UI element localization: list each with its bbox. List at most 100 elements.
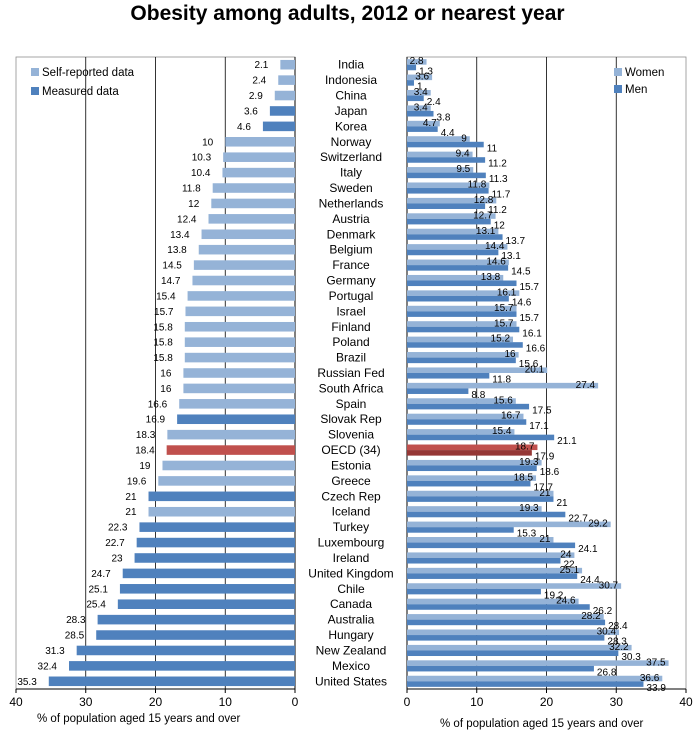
left-x-tick-label: 10 (219, 695, 233, 709)
left-bar-value-label: 15.8 (153, 322, 173, 333)
country-label: OECD (34) (321, 443, 380, 457)
women-value-label: 15.7 (494, 318, 514, 329)
left-bar (148, 506, 295, 517)
country-label: Poland (332, 335, 369, 349)
left-bar-value-label: 32.4 (38, 661, 58, 672)
men-value-label: 11.2 (488, 205, 507, 216)
men-bar (407, 234, 503, 240)
men-bar (407, 326, 520, 333)
women-value-label: 14.6 (486, 257, 506, 268)
women-bar (407, 552, 575, 558)
men-bar (407, 141, 484, 148)
women-bar (407, 259, 509, 266)
women-bar (407, 151, 473, 158)
left-bar (187, 291, 295, 301)
country-label: Luxembourg (318, 536, 385, 550)
left-bar-value-label: 2.4 (252, 76, 266, 87)
left-x-tick-label: 20 (149, 695, 163, 709)
men-bar (407, 80, 414, 86)
women-value-label: 30.4 (597, 627, 617, 638)
left-bar (184, 321, 295, 332)
women-value-label: 15.2 (491, 334, 511, 345)
men-value-label: 11.7 (492, 190, 511, 201)
left-bar-value-label: 19 (139, 461, 151, 472)
left-bar-value-label: 25.4 (86, 600, 106, 611)
country-label: Russian Fed (317, 366, 384, 380)
left-bar (278, 75, 295, 85)
left-bar (167, 429, 295, 440)
country-label: Spain (336, 397, 367, 411)
left-bar (48, 676, 295, 687)
left-bar (274, 90, 295, 101)
left-bar (136, 537, 295, 548)
country-label: Belgium (329, 243, 372, 257)
left-bar (211, 198, 295, 209)
men-value-label: 22 (563, 560, 575, 571)
women-bar (407, 629, 620, 636)
women-bar (407, 675, 663, 682)
men-value-label: 17.9 (535, 452, 555, 463)
country-label: Brazil (336, 351, 366, 365)
men-value-label: 11.2 (488, 159, 507, 170)
women-value-label: 32.2 (609, 642, 629, 653)
men-value-label: 16.1 (522, 328, 542, 339)
men-bar (407, 388, 469, 394)
men-bar (407, 650, 619, 657)
women-bar (407, 352, 519, 358)
country-label: Netherlands (319, 196, 384, 210)
left-bar (198, 244, 295, 255)
men-bar (407, 64, 417, 71)
women-bar (407, 413, 524, 420)
women-value-label: 15.6 (493, 395, 513, 406)
men-value-label: 11 (487, 143, 498, 154)
women-bar (407, 305, 517, 312)
left-bar (97, 614, 295, 625)
left-bar-value-label: 4.6 (237, 122, 251, 133)
country-label: Slovak Rep (320, 412, 382, 426)
women-bar (407, 120, 440, 127)
women-value-label: 15.7 (494, 303, 514, 314)
women-bar (407, 598, 579, 605)
country-label: China (335, 89, 367, 103)
women-value-label: 16 (504, 349, 516, 360)
left-bar-value-label: 10.4 (191, 168, 211, 179)
men-bar (407, 403, 530, 410)
men-bar (407, 635, 605, 641)
women-value-label: 20.1 (525, 365, 545, 376)
men-bar (407, 95, 424, 102)
left-bar-value-label: 14.7 (161, 276, 181, 287)
women-value-label: 9.5 (456, 164, 470, 175)
men-bar (407, 188, 489, 194)
country-label: Sweden (329, 181, 372, 195)
men-bar (407, 203, 486, 209)
men-value-label: 15.6 (519, 359, 539, 370)
left-bar-value-label: 28.3 (66, 615, 86, 626)
women-value-label: 19.3 (519, 457, 539, 468)
men-value-label: 12 (494, 220, 506, 231)
left-bar-value-label: 13.4 (170, 230, 190, 241)
men-value-label: 30.3 (621, 652, 641, 663)
country-label: Czech Rep (321, 489, 381, 503)
men-value-label: 22.7 (568, 513, 588, 524)
men-bar (407, 619, 606, 626)
women-bar (407, 490, 554, 497)
left-bar (201, 229, 295, 240)
country-label: Denmark (327, 227, 377, 241)
country-label: Hungary (328, 628, 373, 642)
country-label: Finland (331, 320, 370, 334)
country-label: Greece (331, 474, 371, 488)
men-value-label: 14.6 (512, 297, 532, 308)
men-value-label: 3.8 (437, 113, 451, 124)
women-value-label: 24.6 (556, 596, 576, 607)
men-value-label: 11.8 (492, 375, 511, 386)
women-value-label: 27.4 (576, 380, 596, 391)
men-value-label: 15.7 (520, 313, 540, 324)
left-bar-value-label: 18.4 (135, 446, 155, 457)
left-bar (184, 352, 295, 363)
men-value-label: 8.8 (471, 390, 485, 401)
men-value-label: 24.4 (580, 575, 600, 586)
women-bar (407, 290, 520, 296)
legend-label-measured: Measured data (42, 86, 119, 98)
men-value-label: 17.7 (533, 482, 553, 493)
country-label: Japan (335, 104, 368, 118)
